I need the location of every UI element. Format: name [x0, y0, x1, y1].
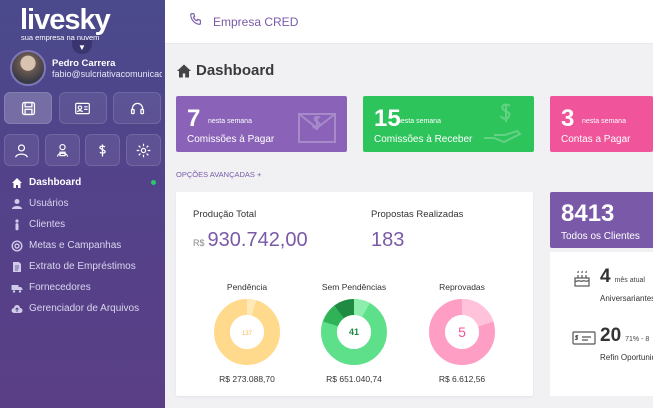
home-icon [11, 177, 23, 189]
logo[interactable]: livesky sua empresa na nuvem [20, 4, 111, 42]
home-icon [177, 64, 191, 77]
stat-period: nesta semana [397, 118, 441, 125]
stat-comissoes-pagar[interactable]: 7 nesta semana Comissões à Pagar [176, 96, 347, 152]
refin-label: Refin Oportunidades [600, 353, 653, 362]
stat-number: 7 [187, 105, 201, 132]
aniversariantes-row: 4 mês atual [600, 266, 645, 288]
truck-icon [11, 282, 23, 294]
sidebar-item-fornecedores[interactable]: Fornecedores [0, 277, 165, 298]
topbar: Empresa CRED [165, 0, 653, 44]
stat-comissoes-receber[interactable]: 15 nesta semana Comissões à Receber [363, 96, 534, 152]
target-icon [11, 239, 23, 252]
sidebar-item-label: Gerenciador de Arquivos [29, 303, 140, 314]
cheque-icon [572, 331, 596, 345]
birthday-cake-icon [574, 270, 590, 287]
user-profile[interactable]: Pedro Carrera fabio@sulcriativacomunicac… [10, 50, 162, 86]
donut-center: 137 [242, 331, 253, 337]
aniversariantes-period: mês atual [614, 277, 645, 284]
page-title-text: Dashboard [196, 62, 275, 79]
user-icon[interactable] [4, 134, 39, 166]
id-card-icon[interactable] [58, 92, 107, 124]
sidebar-item-extrato[interactable]: Extrato de Empréstimos [0, 256, 165, 277]
stat-contas-pagar[interactable]: 3 nesta semana Contas a Pagar [550, 96, 653, 152]
user-icon [11, 198, 23, 210]
currency: R$ [193, 238, 205, 248]
status-dot [151, 180, 156, 185]
page-title: Dashboard [176, 62, 274, 79]
user-email: fabio@sulcriativacomunicacao.com.br [52, 68, 162, 79]
donut-value: R$ 273.088,70 [219, 374, 275, 384]
sidebar-item-clientes[interactable]: Clientes [0, 214, 165, 235]
production-card: Produção Total R$ 930.742,00 Propostas Re… [176, 192, 533, 396]
stat-label: Comissões à Pagar [187, 134, 275, 145]
sidebar-item-label: Fornecedores [29, 282, 91, 293]
gear-icon[interactable] [125, 134, 161, 166]
document-icon [11, 261, 23, 273]
sidebar-item-label: Extrato de Empréstimos [29, 261, 136, 272]
side-info-card: 4 mês atual Aniversariantes 20 71% - 8 R… [550, 252, 653, 396]
sidebar-item-label: Metas e Campanhas [29, 240, 122, 251]
sidebar-item-arquivos[interactable]: Gerenciador de Arquivos [0, 298, 165, 319]
phone-icon [189, 12, 203, 31]
donut-chart-reprovadas[interactable]: 5 [429, 299, 495, 365]
refin-number: 20 [600, 325, 622, 346]
stat-label: Contas a Pagar [561, 134, 631, 145]
todos-number: 8413 [561, 200, 615, 227]
avatar [10, 50, 46, 86]
producao-label: Produção Total [193, 209, 257, 220]
sidebar-item-label: Clientes [29, 219, 66, 230]
donut-title: Pendência [226, 282, 268, 292]
propostas-label: Propostas Realizadas [371, 209, 464, 220]
logo-text: livesky [20, 4, 111, 36]
donut-value: R$ 6.612,56 [438, 374, 486, 384]
donut-chart-pendencia[interactable]: 137 [214, 299, 280, 365]
sidebar-item-usuarios[interactable]: Usuários [0, 193, 165, 214]
stat-number: 15 [374, 105, 401, 132]
person-icon [11, 218, 23, 231]
sidebar-nav: Dashboard Usuários Clientes Metas e Camp… [0, 172, 165, 319]
sidebar-item-label: Dashboard [29, 177, 82, 188]
user-name: Pedro Carrera [52, 57, 116, 69]
users-group-icon[interactable] [44, 134, 80, 166]
donut-chart-sem-pendencias[interactable]: 41 [321, 299, 387, 365]
propostas-value: 183 [371, 229, 405, 251]
todos-label: Todos os Clientes [561, 231, 640, 242]
cloud-upload-icon [11, 303, 23, 315]
todos-clientes-card[interactable]: 8413 Todos os Clientes [550, 192, 653, 248]
producao-value: R$ 930.742,00 [193, 229, 308, 252]
aniversariantes-number: 4 [600, 266, 611, 287]
donut-center: 5 [458, 324, 466, 340]
stat-period: nesta semana [208, 118, 252, 125]
stat-period: nesta semana [582, 118, 626, 125]
aniversariantes-label: Aniversariantes [600, 294, 653, 303]
donut-value: R$ 651.040,74 [326, 374, 382, 384]
sidebar: livesky sua empresa na nuvem ▼ Pedro Car… [0, 0, 165, 408]
quick-actions-row-1 [4, 92, 161, 124]
logo-tagline: sua empresa na nuvem [21, 33, 100, 42]
donut-title: Sem Pendências [321, 282, 387, 292]
producao-amount: 930.742,00 [207, 229, 308, 251]
headset-icon[interactable] [113, 92, 161, 124]
sidebar-item-label: Usuários [29, 198, 69, 209]
donut-title: Reprovadas [439, 282, 485, 292]
company-name[interactable]: Empresa CRED [213, 14, 299, 29]
money-hand-icon [484, 103, 522, 144]
advanced-options-link[interactable]: OPÇÕES AVANÇADAS + [176, 170, 262, 179]
sidebar-item-metas[interactable]: Metas e Campanhas [0, 235, 165, 256]
sidebar-item-dashboard[interactable]: Dashboard [0, 172, 165, 193]
refin-percent: 71% - 8 [625, 336, 650, 343]
stat-label: Comissões à Receber [374, 134, 473, 145]
donut-center: 41 [349, 327, 359, 337]
refin-row: 20 71% - 8 [600, 325, 649, 347]
quick-actions-row-2 [4, 134, 161, 166]
chevron-down-icon[interactable]: ▼ [72, 40, 92, 54]
save-icon[interactable] [4, 92, 52, 124]
money-envelope-icon [298, 113, 336, 143]
stat-number: 3 [561, 105, 575, 132]
dollar-icon[interactable] [85, 134, 121, 166]
